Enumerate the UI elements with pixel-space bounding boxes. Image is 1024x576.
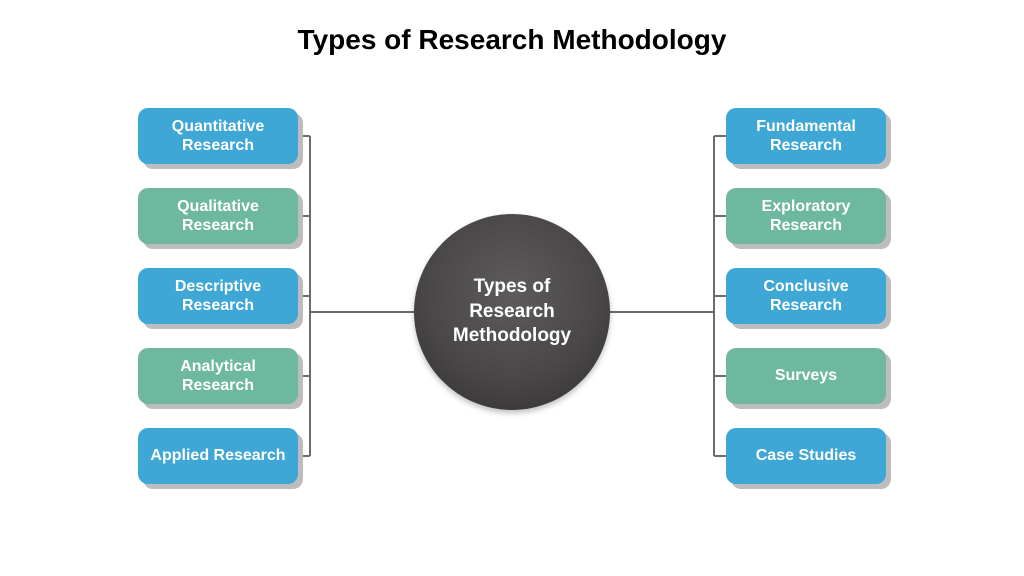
connector-v	[713, 136, 715, 456]
left-node: Applied Research	[138, 428, 298, 484]
left-node: Analytical Research	[138, 348, 298, 404]
center-node: Types of Research Methodology	[414, 214, 610, 410]
connector-h	[610, 311, 714, 313]
left-node: Qualitative Research	[138, 188, 298, 244]
left-node: Quantitative Research	[138, 108, 298, 164]
right-node: Exploratory Research	[726, 188, 886, 244]
center-node-label: Types of Research Methodology	[453, 275, 571, 349]
connector-v	[309, 136, 311, 456]
right-node: Case Studies	[726, 428, 886, 484]
page-title: Types of Research Methodology	[0, 24, 1024, 56]
connector-h	[714, 295, 726, 297]
connector-h	[310, 311, 414, 313]
right-node: Fundamental Research	[726, 108, 886, 164]
right-node: Surveys	[726, 348, 886, 404]
left-node: Descriptive Research	[138, 268, 298, 324]
connector-h	[714, 375, 726, 377]
connector-h	[714, 455, 726, 457]
connector-h	[714, 135, 726, 137]
right-node: Conclusive Research	[726, 268, 886, 324]
connector-h	[714, 215, 726, 217]
